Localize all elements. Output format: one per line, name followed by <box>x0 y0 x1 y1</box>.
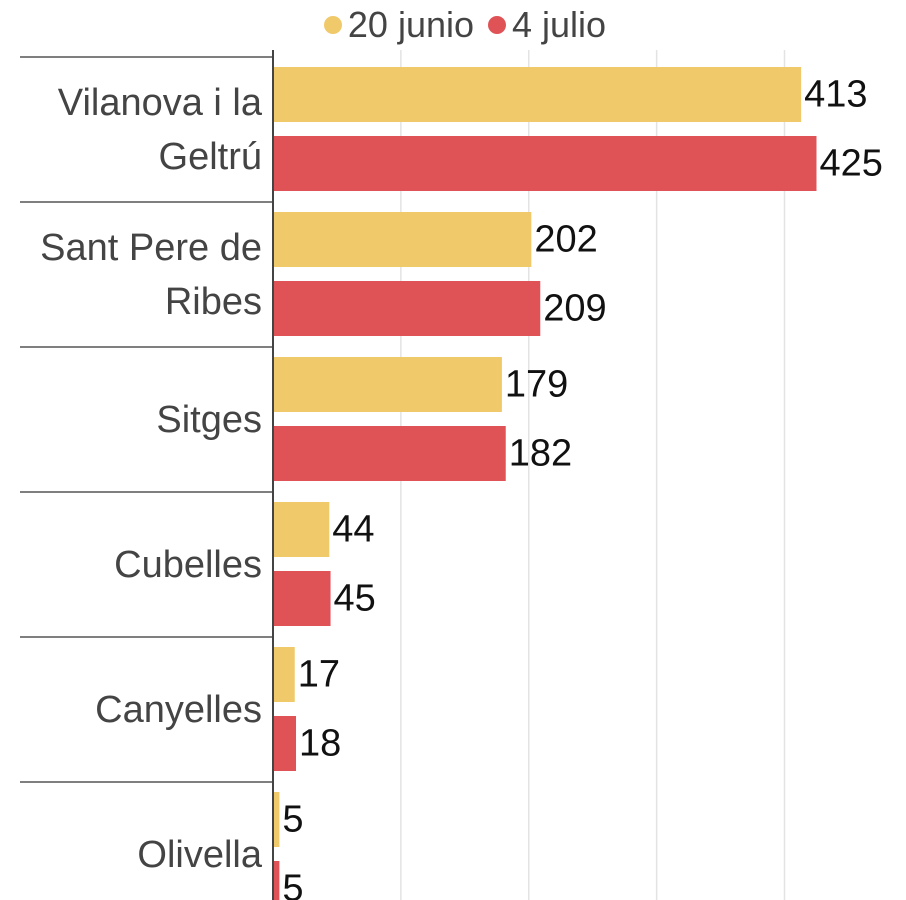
legend: 20 junio 4 julio <box>250 0 680 50</box>
value-label: 179 <box>505 364 568 406</box>
legend-label: 4 julio <box>512 4 607 45</box>
value-label: 209 <box>543 288 606 330</box>
value-label: 182 <box>509 433 572 475</box>
bar <box>273 647 295 702</box>
category-label: Sant Pere de Ribes <box>40 226 262 323</box>
value-label: 425 <box>819 143 882 185</box>
value-label: 5 <box>282 799 303 841</box>
bar <box>273 861 280 900</box>
legend-marker <box>323 16 342 34</box>
category-label: Sitges <box>156 398 262 441</box>
bar <box>273 716 297 771</box>
bar <box>273 357 502 412</box>
legend-label: 20 junio <box>347 4 475 45</box>
category-label: Vilanova i la Geltrú <box>57 81 262 178</box>
legend-marker <box>488 16 507 34</box>
value-label: 45 <box>334 578 376 620</box>
bar <box>273 792 280 847</box>
value-label: 5 <box>282 868 303 900</box>
value-label: 202 <box>534 219 597 261</box>
value-label: 413 <box>804 74 867 116</box>
value-label: 17 <box>298 654 340 696</box>
bar <box>273 67 802 122</box>
value-label: 18 <box>299 723 341 765</box>
legend-item: 20 junio <box>323 4 475 46</box>
bar <box>273 426 506 481</box>
category-label: Cubelles <box>114 543 262 586</box>
bar <box>273 571 331 626</box>
bar <box>273 136 817 191</box>
value-label: 44 <box>332 509 374 551</box>
bar <box>273 502 330 557</box>
category-label: Olivella <box>137 833 262 876</box>
legend-item: 4 julio <box>488 4 606 46</box>
bar <box>273 281 541 336</box>
category-label: Canyelles <box>95 688 262 731</box>
bar <box>273 212 532 267</box>
